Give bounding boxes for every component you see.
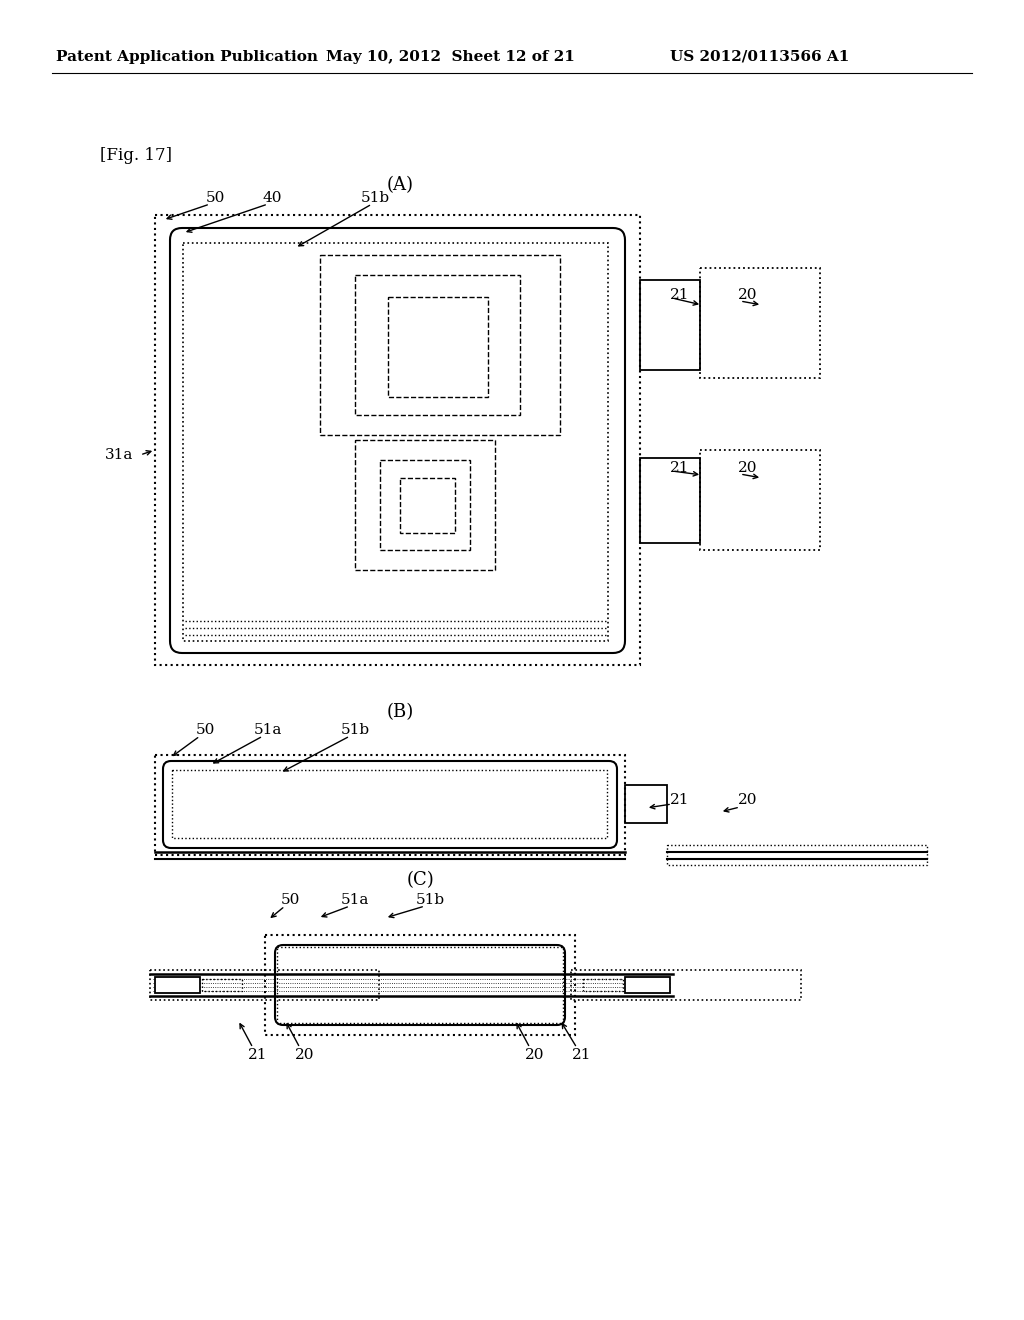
Text: [Fig. 17]: [Fig. 17] <box>100 147 172 164</box>
Text: 51a: 51a <box>341 894 370 907</box>
Text: 50: 50 <box>206 191 224 205</box>
Bar <box>319 255 560 436</box>
Text: 21: 21 <box>671 461 690 475</box>
Bar <box>278 946 563 1023</box>
Bar <box>625 785 667 822</box>
Text: 20: 20 <box>295 1048 314 1063</box>
Text: (B): (B) <box>386 704 414 721</box>
Bar <box>667 845 927 865</box>
Text: 51b: 51b <box>360 191 389 205</box>
Bar <box>155 977 200 993</box>
Text: 51b: 51b <box>340 723 370 737</box>
Bar <box>400 478 455 533</box>
Bar <box>640 458 700 543</box>
Text: 40: 40 <box>262 191 282 205</box>
Text: Patent Application Publication: Patent Application Publication <box>56 50 318 63</box>
Bar <box>625 977 670 993</box>
Text: 20: 20 <box>738 461 758 475</box>
Text: 21: 21 <box>248 1048 267 1063</box>
Bar <box>265 935 575 1035</box>
Text: 51a: 51a <box>254 723 283 737</box>
Bar <box>700 268 820 378</box>
Text: May 10, 2012  Sheet 12 of 21: May 10, 2012 Sheet 12 of 21 <box>326 50 574 63</box>
Text: 21: 21 <box>671 793 690 807</box>
Bar <box>380 459 470 550</box>
Text: 21: 21 <box>572 1048 592 1063</box>
Text: 20: 20 <box>738 793 758 807</box>
Bar <box>183 243 608 642</box>
Bar <box>155 215 640 665</box>
Bar <box>388 297 488 397</box>
Text: 50: 50 <box>196 723 215 737</box>
Text: 20: 20 <box>738 288 758 302</box>
Bar <box>355 275 520 414</box>
Text: 20: 20 <box>525 1048 545 1063</box>
Text: 21: 21 <box>671 288 690 302</box>
Text: 51b: 51b <box>416 894 444 907</box>
Bar <box>202 979 242 991</box>
Bar <box>640 280 700 370</box>
Bar <box>355 440 495 570</box>
Text: (A): (A) <box>386 176 414 194</box>
Bar <box>172 770 607 838</box>
Text: 31a: 31a <box>104 447 133 462</box>
Bar <box>571 970 801 1001</box>
Text: 50: 50 <box>281 894 300 907</box>
Bar <box>583 979 623 991</box>
Text: (C): (C) <box>407 871 434 888</box>
Bar <box>700 450 820 550</box>
Bar <box>155 755 625 855</box>
Text: US 2012/0113566 A1: US 2012/0113566 A1 <box>671 50 850 63</box>
Bar <box>150 970 379 1001</box>
